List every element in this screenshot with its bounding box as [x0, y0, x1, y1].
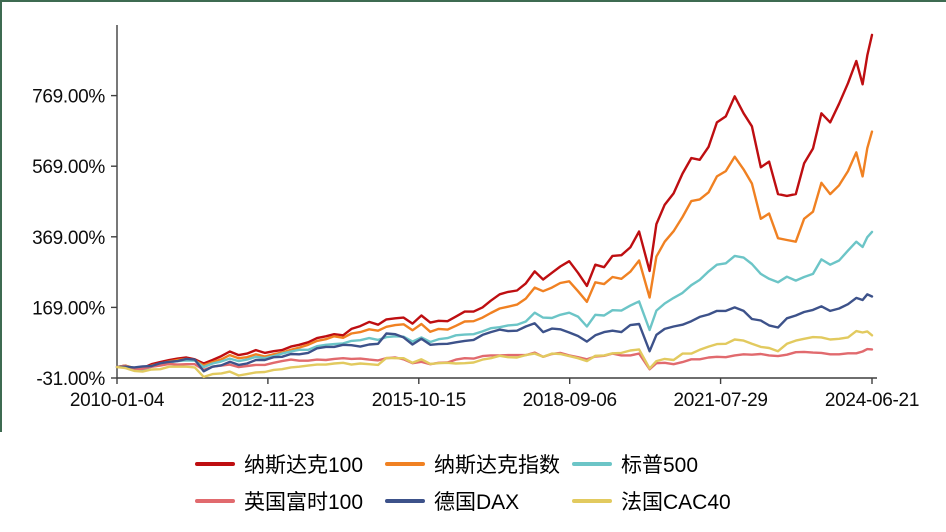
legend-swatch-ftse100: [195, 499, 235, 503]
legend-label-dax: 德国DAX: [434, 491, 520, 514]
series-line-0: [115, 33, 874, 370]
legend-label-cac40: 法国CAC40: [621, 491, 731, 514]
frame-border-top: [0, 0, 946, 2]
x-tick-label: 2018-09-06: [523, 390, 617, 411]
frame-border-left: [0, 0, 2, 432]
series-line-4: [115, 293, 874, 373]
y-tick-label: 169.00%: [32, 298, 105, 319]
x-tick-label: 2010-01-04: [70, 390, 165, 411]
legend-item-nasdaq100: 纳斯达克100: [195, 451, 363, 477]
legend-item-nasdaq-composite: 纳斯达克指数: [385, 451, 560, 477]
legend-swatch-nasdaq-composite: [385, 462, 425, 466]
x-tick-label: 2021-07-29: [673, 390, 767, 411]
y-tick-label: -31.00%: [36, 369, 105, 390]
series-line-2: [115, 230, 874, 372]
legend-item-cac40: 法国CAC40: [572, 488, 731, 514]
y-tick-label: 769.00%: [32, 87, 105, 108]
legend-label-ftse100: 英国富时100: [244, 491, 364, 514]
x-tick-label: 2012-11-23: [222, 390, 315, 411]
legend-label-nasdaq-composite: 纳斯达克指数: [434, 454, 560, 477]
legend-item-dax: 德国DAX: [385, 488, 519, 514]
series-line-1: [115, 130, 874, 370]
legend-item-ftse100: 英国富时100: [195, 488, 363, 514]
legend-swatch-sp500: [572, 462, 612, 466]
y-tick-label: 569.00%: [32, 157, 105, 178]
legend-swatch-nasdaq100: [195, 462, 235, 466]
y-tick-label: 369.00%: [32, 228, 105, 249]
x-tick-label: 2015-10-15: [372, 390, 466, 411]
legend-label-nasdaq100: 纳斯达克100: [244, 454, 364, 477]
series-line-5: [115, 329, 874, 379]
x-tick-label: 2024-06-21: [825, 390, 919, 411]
legend-item-sp500: 标普500: [572, 451, 698, 477]
legend-label-sp500: 标普500: [621, 454, 699, 477]
legend-swatch-dax: [385, 499, 425, 503]
legend-swatch-cac40: [572, 499, 612, 503]
